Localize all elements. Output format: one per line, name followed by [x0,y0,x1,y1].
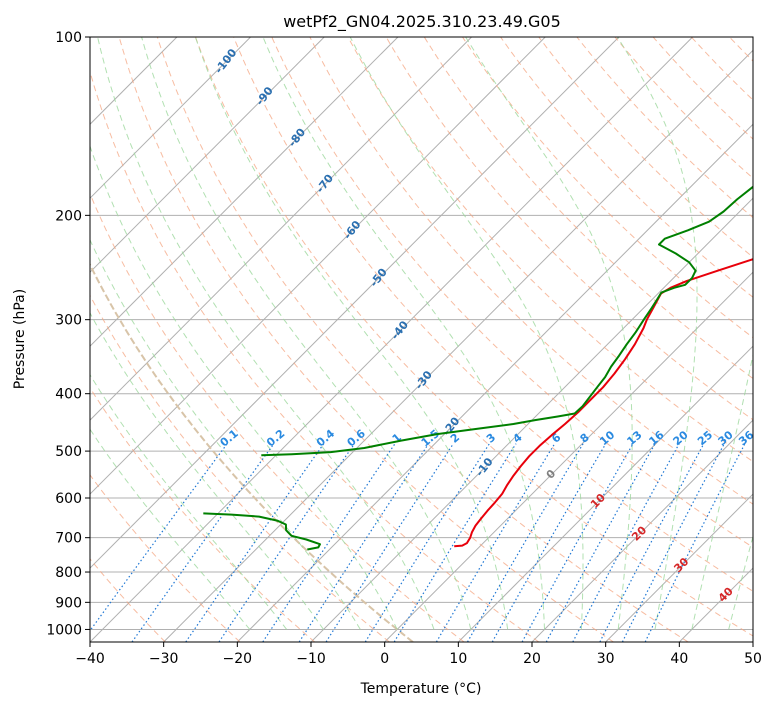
plot-background [90,37,753,642]
dry-adiabat-line [768,37,775,642]
y-tick-label: 100 [55,30,82,46]
dry-adiabat-line [538,37,753,258]
moist-adiabat-line [194,37,509,630]
series-layer [203,185,753,551]
mixing-ratio-line [131,443,275,642]
chart-title: wetPf2_GN04.2025.310.23.49.G05 [283,12,561,32]
mixing-ratio-line [435,443,556,642]
moist-adiabat-line [616,37,698,630]
temperature-profile-line [454,258,753,548]
y-tick-label: 400 [55,387,82,403]
y-tick-label: 500 [55,444,82,460]
dry-adiabat-line [271,37,753,548]
plot-frame [89,36,754,643]
mixing-ratio-line [90,443,228,632]
isotherm-line [90,37,251,199]
moist-adiabat-line [262,37,545,630]
dry-adiabat-line [156,37,689,642]
dry-adiabat-line [423,37,753,380]
x-tick-label: −20 [223,651,253,667]
dry-adiabat-line [576,37,753,219]
x-tick-label: 20 [523,651,541,667]
mixing-ratio-line [298,443,430,642]
y-tick-label: 800 [55,565,82,581]
moist-adiabat-line [349,37,584,630]
grid-layer [90,37,753,642]
isotherm-line [531,419,753,642]
x-tick-label: 30 [597,651,615,667]
isotherm-line [236,123,753,642]
dry-adiabat-line [309,37,753,505]
x-axis: −40 −30 −20 −10 0 10 20 30 40 50 [75,642,762,667]
dry-adiabat-line [347,37,753,463]
y-tick-label: 1000 [46,622,82,638]
mixing-ratio-line [621,443,725,642]
y-tick-label: 200 [55,208,82,224]
isotherm-line [752,641,753,642]
mixing-ratio-line [325,443,454,642]
isotherm-line [310,197,753,642]
moist-adiabat-line [141,37,472,630]
isotherm-line [605,493,753,642]
dry-adiabat-line [462,37,753,339]
moist-adiabat-line [728,534,753,630]
isotherm-line [90,37,693,642]
x-axis-title: Temperature (°C) [360,681,482,697]
dry-adiabat-line [118,37,614,642]
isotherm-line [90,37,546,495]
y-tick-label: 600 [55,491,82,507]
mixing-ratio-line [185,443,325,642]
mixing-ratio-line [644,443,746,642]
x-tick-label: 40 [670,651,688,667]
dry-adiabat-line [90,69,540,642]
y-tick-label: 700 [55,531,82,547]
x-tick-label: −10 [296,651,326,667]
isotherm-line [384,271,753,642]
mixing-ratio-line [572,443,680,642]
isotherm-line [90,37,325,273]
moist-adiabat-line [97,37,435,630]
dry-adiabat-line [90,294,390,642]
moist-adiabat-line [90,311,324,630]
x-tick-label: −30 [149,651,179,667]
isotherm-line [90,37,620,569]
x-tick-label: 50 [744,651,762,667]
dewpoint-profile-line [261,185,753,457]
moist-adiabat-line [90,238,361,630]
x-tick-label: 0 [380,651,389,667]
x-tick-label: −40 [75,651,105,667]
mixing-ratio-line [364,443,490,642]
mixing-ratio-line [599,443,705,642]
isotherm-line [457,345,753,642]
plot-area [90,37,753,642]
y-axis-title: Pressure (hPa) [12,289,28,389]
mixing-ratio-line [545,443,656,642]
x-tick-label: 10 [449,651,467,667]
moist-adiabat-line [465,37,633,630]
moist-adiabat-line [691,352,753,630]
moist-adiabat-line [90,373,288,630]
guide-lines-layer [90,37,775,642]
moist-adiabat-line [90,428,251,630]
y-axis: 1000 900 800 700 600 500 400 300 200 100 [46,30,90,638]
dry-adiabat-zero-line [90,262,414,642]
dry-adiabat-line [90,474,241,642]
dewpoint-profile-line [203,512,321,551]
isotherm-line [163,49,753,642]
dry-adiabat-line [195,37,753,637]
isotherm-line [90,37,399,347]
isotherm-line [90,37,472,421]
y-tick-label: 300 [55,313,82,329]
y-tick-label: 900 [55,595,82,611]
mixing-ratio-line [521,443,634,642]
dry-adiabat-line [233,37,753,592]
